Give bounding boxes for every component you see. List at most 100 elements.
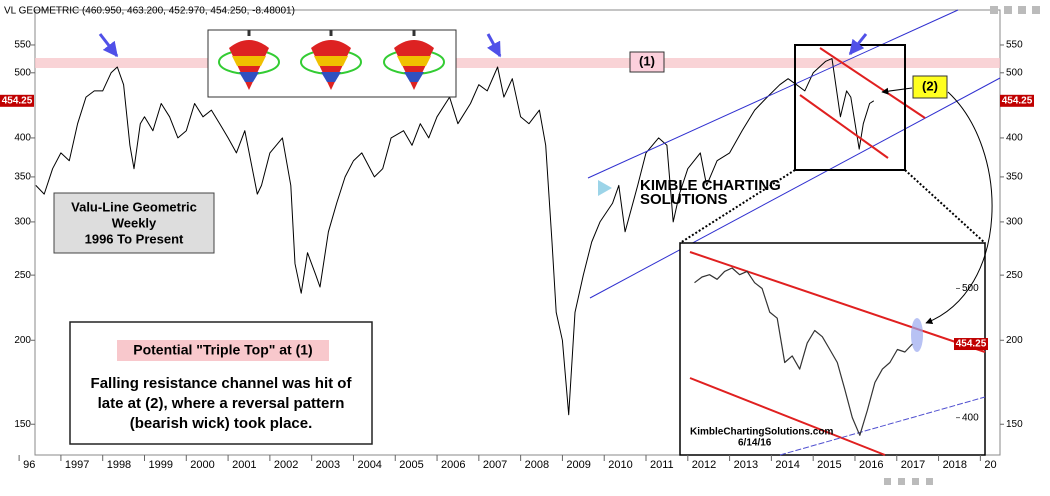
info-box <box>53 192 215 254</box>
zoom-connector <box>679 169 796 244</box>
y-tick-label: 400 <box>962 412 979 423</box>
y-tick-label: 200 <box>1006 335 1023 346</box>
chart-title: VL GEOMETRIC (460.950, 463.200, 452.970,… <box>4 6 295 17</box>
peak-arrow <box>848 33 868 56</box>
callout-text: late at (2), where a reversal pattern <box>98 395 345 412</box>
spinning-tops <box>207 29 457 98</box>
y-tick-label: 500 <box>962 283 979 294</box>
watermark: KIMBLE CHARTING <box>640 177 781 194</box>
watermark-logo <box>598 180 612 196</box>
toolbar-icons <box>884 6 1040 485</box>
y-tick-label: 150 <box>14 419 31 430</box>
y-tick-label: 500 <box>14 67 31 78</box>
pointer-arrow <box>881 87 913 95</box>
spinning-top <box>300 30 362 90</box>
marker-box <box>629 51 665 73</box>
x-tick-label: 1999 <box>148 459 172 471</box>
icon <box>1018 6 1026 14</box>
pointer-arrow <box>925 91 993 324</box>
axes: 150 150 200 200 250 250 300 300 350 350 400 400 500 5… <box>0 40 1034 471</box>
trend-lines <box>587 9 1001 299</box>
channel-line <box>587 9 959 179</box>
info-text: Weekly <box>112 215 157 230</box>
info-text: 1996 To Present <box>85 231 184 246</box>
x-tick-label: 96 <box>23 459 35 471</box>
x-tick-label: 1997 <box>65 459 89 471</box>
price-line <box>35 58 875 416</box>
x-tick-label: 2008 <box>525 459 549 471</box>
x-tick-label: 2010 <box>608 459 632 471</box>
y-tick-label: 350 <box>14 172 31 183</box>
y-tick-label: 500 <box>1006 67 1023 78</box>
x-tick-label: 2018 <box>943 459 967 471</box>
last-value-label: 454.25 <box>956 339 987 350</box>
x-tick-label: 2007 <box>483 459 507 471</box>
highlight <box>911 318 923 352</box>
y-tick-label: 300 <box>14 217 31 228</box>
icon <box>990 6 998 14</box>
marker-box <box>912 75 948 99</box>
channel-line <box>589 77 1001 299</box>
plot-frame <box>34 9 1001 456</box>
x-tick-label: 2013 <box>734 459 758 471</box>
y-tick-label: 200 <box>14 335 31 346</box>
x-tick-label: 2001 <box>232 459 256 471</box>
x-tick-label: 20 <box>984 459 996 471</box>
last-value-label: 454.25 <box>1002 95 1033 106</box>
x-tick-label: 2015 <box>817 459 841 471</box>
x-tick-label: 2000 <box>190 459 214 471</box>
main-series <box>35 58 875 416</box>
inset-footer: KimbleChartingSolutions.com <box>690 427 833 438</box>
y-tick-label: 550 <box>1006 40 1023 51</box>
y-tick-label: 250 <box>1006 270 1023 281</box>
x-tick-label: 2004 <box>357 459 381 471</box>
icon <box>926 478 933 485</box>
icon <box>912 478 919 485</box>
x-tick-label: 2006 <box>441 459 465 471</box>
resistance-line <box>819 47 926 119</box>
icon <box>1004 6 1012 14</box>
x-tick-label: 2012 <box>692 459 716 471</box>
x-tick-label: 2011 <box>650 459 674 471</box>
last-value-tag <box>954 338 988 351</box>
x-tick-label: 2009 <box>566 459 590 471</box>
x-tick-label: 2005 <box>399 459 423 471</box>
x-tick-label: 2002 <box>274 459 298 471</box>
last-value-tag <box>1000 94 1034 107</box>
inset-frame <box>679 242 986 456</box>
y-tick-label: 400 <box>14 133 31 144</box>
peak-arrow <box>98 33 119 58</box>
info-text: Valu-Line Geometric <box>71 199 197 214</box>
x-tick-label: 2014 <box>775 459 799 471</box>
y-tick-label: 250 <box>14 270 31 281</box>
callout-title-bg <box>117 340 329 361</box>
y-tick-label: 150 <box>1006 419 1023 430</box>
marker-label: (1) <box>639 53 655 68</box>
price-line <box>694 267 913 436</box>
icon <box>1032 6 1040 14</box>
last-value-tag <box>0 94 34 107</box>
callout-text: (bearish wick) took place. <box>130 415 313 432</box>
spinning-top <box>218 30 280 90</box>
support-line <box>799 94 889 159</box>
resistance-band <box>35 58 1000 68</box>
y-tick-label: 300 <box>1006 217 1023 228</box>
marker-label: (2) <box>922 78 938 93</box>
x-tick-label: 2016 <box>859 459 883 471</box>
annotations: Valu-Line Geometric Weekly 1996 To Prese… <box>53 29 993 445</box>
spinning-top <box>383 30 445 90</box>
y-tick-label: 550 <box>14 40 31 51</box>
callout-text: Falling resistance channel was hit of <box>91 375 353 392</box>
last-value-label: 454.25 <box>2 95 33 106</box>
inset-chart: KimbleChartingSolutions.com 6/14/16 400 5… <box>679 242 988 456</box>
support-line <box>689 377 886 456</box>
icon <box>898 478 905 485</box>
callout-title: Potential "Triple Top" at (1) <box>133 342 312 358</box>
x-tick-label: 1998 <box>107 459 131 471</box>
y-tick-label: 400 <box>1006 133 1023 144</box>
icon <box>884 478 891 485</box>
x-tick-label: 2017 <box>901 459 925 471</box>
watermark: SOLUTIONS <box>640 191 728 208</box>
peak-arrow <box>486 33 502 58</box>
